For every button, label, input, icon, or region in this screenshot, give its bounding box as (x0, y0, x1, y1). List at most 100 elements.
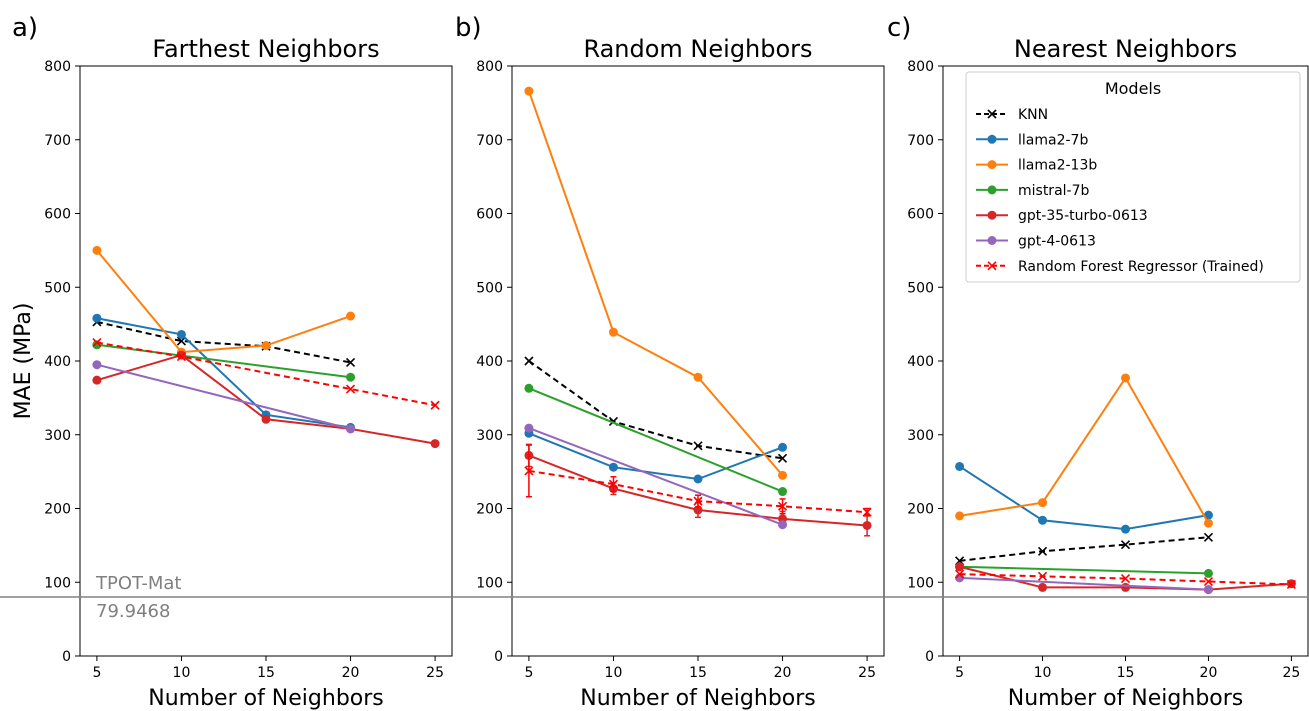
data-point (1038, 515, 1048, 525)
data-point (1038, 498, 1048, 508)
legend-entry: gpt-35-turbo-0613 (976, 208, 1148, 224)
data-point (778, 487, 788, 497)
series-line (959, 565, 1209, 575)
data-point (693, 441, 703, 451)
series-llama2-13b (92, 245, 356, 357)
panel-title: Random Neighbors (583, 35, 812, 63)
axes-frame (79, 65, 453, 657)
series-line (528, 360, 783, 460)
y-tick-label: 700 (907, 133, 934, 149)
data-point (955, 511, 965, 521)
series-llama2-7b (524, 428, 788, 484)
data-point (608, 479, 619, 489)
legend-title: Models (1105, 79, 1161, 98)
y-tick-label: 600 (44, 207, 71, 223)
data-point (693, 372, 703, 382)
series-line (959, 536, 1209, 562)
data-point (777, 453, 788, 463)
y-tick-label: 500 (476, 280, 503, 296)
data-point (346, 311, 356, 321)
data-point (778, 470, 788, 480)
legend-marker (987, 160, 997, 170)
data-point (524, 356, 534, 366)
data-point (1203, 585, 1213, 595)
data-point (346, 424, 356, 434)
data-point (955, 461, 965, 471)
series-gpt-35-turbo-0613 (92, 350, 440, 449)
data-point (430, 400, 440, 410)
data-point (345, 357, 356, 368)
y-tick-label: 500 (907, 280, 934, 296)
series-line (96, 341, 436, 407)
data-point (92, 313, 102, 323)
y-tick-label: 800 (44, 59, 71, 75)
y-tick-label: 400 (44, 354, 71, 370)
series-line (96, 320, 351, 364)
legend-entry: Random Forest Regressor (Trained) (976, 259, 1264, 275)
x-tick-label: 10 (173, 665, 191, 681)
data-point (1037, 571, 1048, 581)
data-point (778, 520, 788, 530)
legend-marker (987, 134, 997, 144)
series-knn (955, 532, 1214, 566)
y-tick-label: 700 (476, 133, 503, 149)
series-line (96, 249, 351, 354)
data-point (955, 569, 965, 579)
x-tick-label: 25 (1282, 665, 1300, 681)
series-mistral-7b (524, 383, 788, 497)
legend-marker (987, 261, 997, 271)
panel-title: Farthest Neighbors (152, 35, 379, 63)
data-point (777, 501, 788, 511)
data-point (524, 466, 534, 476)
x-tick-label: 15 (257, 665, 275, 681)
panel-letter: c) (887, 13, 911, 43)
y-tick-label: 300 (44, 428, 71, 444)
data-point (1120, 540, 1131, 550)
data-point (1121, 373, 1130, 383)
y-tick-label: 100 (907, 575, 934, 591)
y-tick-label: 400 (476, 354, 503, 370)
y-tick-label: 400 (907, 354, 934, 370)
reference-value: 79.9468 (96, 601, 170, 622)
series-random-forest-regressor-trained- (524, 444, 872, 517)
y-tick-label: 0 (62, 649, 71, 665)
data-point (524, 423, 534, 433)
legend-entry: gpt-4-0613 (976, 234, 1096, 250)
series-line (96, 353, 436, 445)
axes-frame (511, 65, 885, 657)
legend-marker (987, 236, 997, 245)
x-axis-label: Number of Neighbors (580, 686, 816, 711)
data-point (862, 507, 872, 517)
legend-label: gpt-4-0613 (1018, 234, 1096, 250)
series-random-forest-regressor-trained- (955, 569, 1296, 590)
data-point (693, 474, 703, 484)
series-gpt-4-0613 (524, 423, 788, 530)
y-axis-label: MAE (MPa) (11, 303, 36, 420)
x-axis-label: Number of Neighbors (1008, 686, 1244, 711)
series-line (959, 376, 1210, 524)
data-point (430, 439, 440, 449)
data-point (1037, 546, 1048, 556)
x-tick-label: 15 (689, 665, 707, 681)
data-point (92, 337, 102, 348)
x-tick-label: 5 (955, 665, 964, 681)
chart-panel-1: b) Random Neighbors 0 100 200 300 400 500 600 700… (455, 13, 885, 711)
data-point (608, 327, 618, 337)
x-tick-label: 15 (1117, 665, 1135, 681)
data-point (261, 414, 271, 424)
y-tick-label: 300 (907, 428, 934, 444)
x-tick-label: 10 (605, 665, 623, 681)
data-point (862, 520, 872, 530)
chart-panel-2: c) Nearest Neighbors 0 100 200 300 400 500 600 70… (887, 13, 1309, 711)
y-tick-label: 300 (476, 428, 503, 444)
series-knn (524, 356, 788, 463)
data-point (1203, 532, 1214, 542)
legend-label: mistral-7b (1018, 183, 1089, 199)
legend-marker (987, 109, 997, 119)
series-line (528, 432, 783, 481)
series-line (528, 427, 783, 526)
data-point (608, 462, 618, 472)
legend-label: gpt-35-turbo-0613 (1018, 208, 1148, 224)
series-line (527, 90, 784, 476)
